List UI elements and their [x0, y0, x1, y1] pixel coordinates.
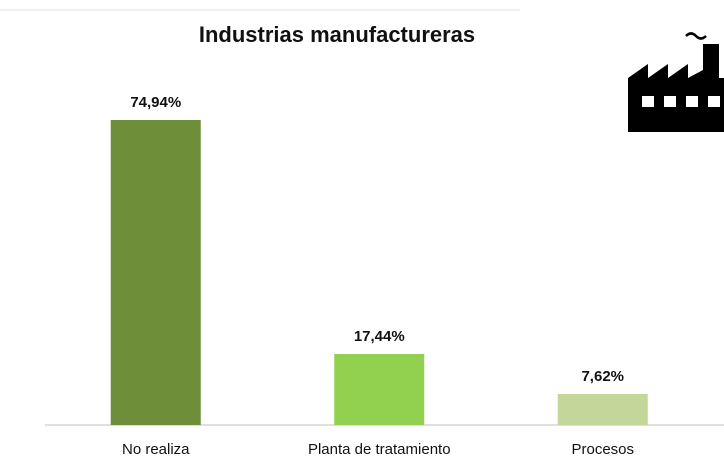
- x-tick-label: Procesos: [571, 441, 634, 458]
- factory-icon: [628, 32, 724, 132]
- value-label: 74,94%: [130, 94, 181, 111]
- bar: [557, 393, 648, 425]
- chart-title: Industrias manufactureras: [199, 22, 475, 47]
- value-label: 17,44%: [354, 328, 405, 345]
- bar: [334, 354, 425, 425]
- value-label: 7,62%: [581, 368, 624, 385]
- x-tick-label: No realiza: [122, 441, 190, 458]
- bar: [110, 120, 201, 425]
- x-tick-label: Planta de tratamiento: [308, 441, 451, 458]
